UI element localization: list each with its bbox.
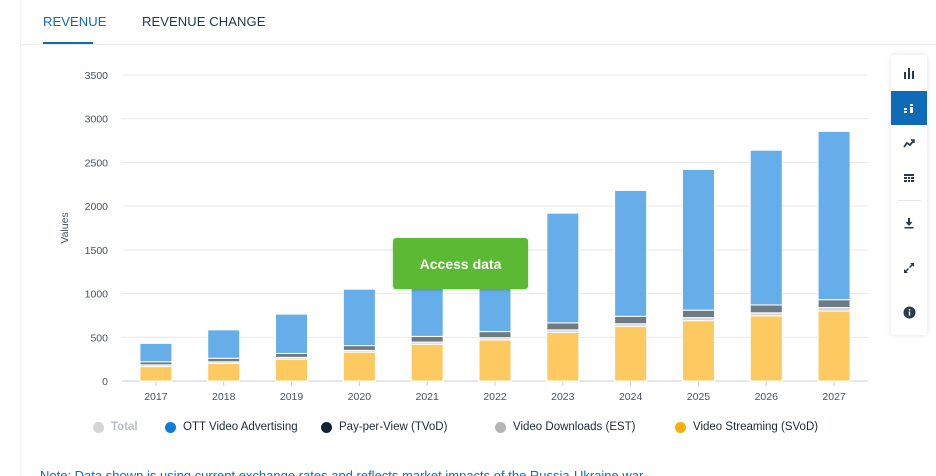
bar-segment [478,331,512,339]
bar-segment [817,307,851,312]
bar-segment [749,315,783,382]
tab-revenue-change[interactable]: REVENUE CHANGE [142,14,266,29]
y-tick-label: 3500 [85,70,109,82]
toolbar-divider [897,200,921,201]
bar-segment [817,299,851,309]
x-tick-label: 2024 [619,391,643,403]
bar-segment [614,315,648,325]
expand-icon[interactable] [891,251,927,285]
x-tick-label: 2018 [212,391,236,403]
legend-label: Pay-per-View (TVoD) [339,421,448,433]
active-tab-indicator [43,42,93,44]
access-data-button[interactable]: Access data [393,238,528,289]
x-tick-label: 2022 [483,391,507,403]
tab-bar: REVENUE REVENUE CHANGE [20,0,936,45]
bar-chart-icon[interactable] [891,56,927,90]
y-tick-label: 0 [102,376,108,388]
legend-item[interactable]: Total [93,421,138,433]
chart-toolbar [891,55,927,335]
y-tick-label: 2000 [85,201,109,213]
bar-segment [342,288,376,347]
bar-segment [681,309,715,319]
legend-label: Total [111,421,138,433]
legend-item[interactable]: OTT Video Advertising [165,421,298,433]
bar-segment [139,342,173,363]
table-icon[interactable] [891,161,927,195]
bar-segment [749,149,783,306]
download-icon[interactable] [891,206,927,240]
bar-segment [478,339,512,382]
bar-segment [207,329,241,359]
legend-dot-icon [165,421,176,433]
x-tick-label: 2019 [280,391,304,403]
y-tick-label: 500 [90,332,108,344]
x-tick-label: 2025 [687,391,711,403]
legend-dot-icon [93,421,104,433]
x-tick-label: 2017 [144,391,168,403]
legend-dot-icon [321,421,332,433]
bar-segment [546,331,580,382]
legend-label: Video Downloads (EST) [513,421,636,433]
x-tick-label: 2027 [822,391,846,403]
x-tick-label: 2026 [755,391,779,403]
y-tick-label: 1500 [85,245,109,257]
legend-label: OTT Video Advertising [183,421,298,433]
legend-item[interactable]: Video Downloads (EST) [495,421,636,433]
bar-segment [749,304,783,314]
bar-segment [410,335,444,343]
bar-segment [275,358,309,382]
bar-segment [614,325,648,382]
trend-line-icon[interactable] [891,126,927,160]
bar-segment [139,366,173,382]
y-axis-label: Values [59,212,71,243]
y-tick-label: 2500 [85,157,109,169]
legend-dot-icon [675,421,686,433]
bar-segment [614,189,648,317]
info-icon[interactable] [891,295,927,329]
y-tick-label: 1000 [85,289,109,301]
bar-segment [275,352,309,358]
y-tick-label: 3000 [85,114,109,126]
legend-dot-icon [495,421,506,433]
bar-segment [342,351,376,382]
legend-item[interactable]: Video Streaming (SVoD) [675,421,818,433]
bar-segment [207,363,241,382]
bar-segment [207,357,241,363]
bar-segment [817,310,851,382]
x-tick-label: 2020 [348,391,372,403]
footnote: Note: Data shown is using current exchan… [40,468,647,476]
bar-segment [410,343,444,382]
bar-segment [546,322,580,331]
bar-segment [681,168,715,311]
bar-segment [342,345,376,351]
bar-segment [275,313,309,354]
bar-segment [817,130,851,301]
x-tick-label: 2023 [551,391,575,403]
legend-item[interactable]: Pay-per-View (TVoD) [321,421,447,433]
x-tick-label: 2021 [416,391,440,403]
bar-segment [681,320,715,382]
tab-revenue[interactable]: REVENUE [43,14,107,29]
stacked-bar-icon[interactable] [891,91,927,125]
bar-segment [546,212,580,324]
legend-label: Video Streaming (SVoD) [693,421,819,433]
